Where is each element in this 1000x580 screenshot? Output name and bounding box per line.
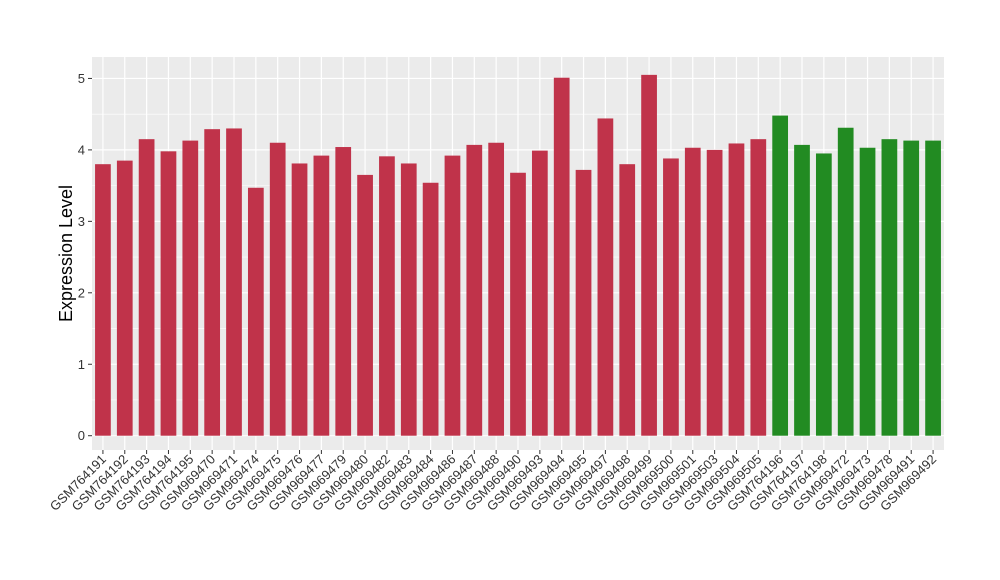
y-axis-ticks: 0 1 2 3 4 5 — [78, 71, 92, 443]
y-tick-label: 2 — [78, 285, 85, 300]
bar-GSM764191 — [95, 164, 111, 436]
bar-GSM764196 — [772, 115, 789, 436]
bar-GSM969504 — [728, 143, 745, 436]
bar-GSM969483 — [400, 163, 417, 436]
bar-GSM969471 — [226, 128, 242, 436]
bar-GSM969477 — [313, 155, 330, 436]
y-tick-label: 1 — [78, 357, 85, 372]
y-tick-label: 5 — [78, 71, 85, 86]
bar-GSM969501 — [684, 147, 701, 436]
bar-GSM969499 — [641, 74, 657, 436]
bar-GSM764195 — [182, 140, 199, 436]
bar-GSM969500 — [663, 158, 679, 436]
bar-GSM969492 — [925, 140, 941, 436]
bar-GSM969488 — [488, 142, 505, 436]
y-tick-label: 0 — [78, 428, 85, 443]
y-tick-label: 4 — [78, 142, 85, 157]
bar-GSM969491 — [903, 140, 920, 436]
bar-GSM969503 — [706, 149, 723, 436]
bar-GSM969486 — [444, 155, 461, 436]
bar-GSM969482 — [379, 156, 395, 436]
bar-GSM969494 — [553, 77, 570, 436]
bar-GSM764194 — [160, 151, 177, 436]
bar-GSM969479 — [335, 147, 352, 436]
bar-GSM969480 — [357, 174, 373, 436]
bar-GSM969472 — [837, 127, 854, 436]
bar-GSM969487 — [466, 144, 483, 436]
bar-GSM969478 — [881, 139, 898, 436]
bar-GSM969490 — [510, 172, 526, 436]
bar-GSM969473 — [859, 147, 876, 436]
bar-GSM969497 — [597, 118, 614, 436]
bar-GSM969470 — [204, 129, 221, 436]
bar-GSM969476 — [291, 163, 308, 436]
bar-GSM969474 — [247, 187, 264, 436]
bar-GSM764192 — [116, 160, 133, 436]
bars — [95, 74, 941, 436]
bar-GSM764197 — [794, 144, 810, 436]
x-axis-ticks: GSM764191GSM764192GSM764193GSM764194GSM7… — [47, 450, 939, 514]
bar-GSM969505 — [750, 139, 767, 436]
y-axis-title: Expression Level — [56, 185, 76, 322]
bar-GSM969475 — [269, 142, 286, 436]
bar-GSM969493 — [531, 150, 548, 436]
y-tick-label: 3 — [78, 214, 85, 229]
bar-GSM969484 — [422, 182, 439, 436]
bar-GSM969495 — [575, 169, 592, 436]
bar-GSM764198 — [815, 153, 832, 436]
bar-GSM764193 — [138, 139, 155, 436]
bar-GSM969498 — [619, 164, 636, 436]
